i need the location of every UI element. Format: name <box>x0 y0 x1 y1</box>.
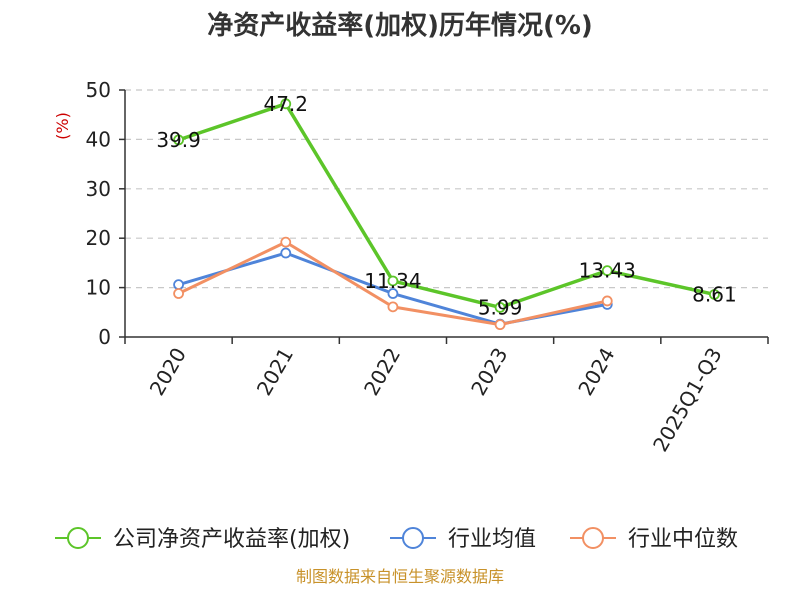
series-lines <box>173 98 720 331</box>
data-point <box>494 302 506 313</box>
series-line <box>178 102 715 310</box>
gridlines <box>125 89 768 289</box>
y-tick-label: 10 <box>86 276 111 300</box>
y-tick-label: 0 <box>98 325 111 349</box>
data-label: 11.34 <box>364 269 421 293</box>
y-tick-label: 20 <box>86 226 111 250</box>
data-point <box>387 275 399 287</box>
data-labels: 39.9 47.2 11.34 5.99 13.43 8.61 <box>156 92 736 320</box>
x-tick-label: 2021 <box>252 344 298 400</box>
data-point <box>280 236 292 248</box>
y-tick-label: 40 <box>86 127 111 151</box>
y-tick-label: 30 <box>86 177 111 201</box>
legend: 公司净资产收益率(加权) 行业均值 行业中位数 <box>55 527 738 552</box>
data-point <box>601 295 613 307</box>
legend-marker <box>582 527 604 549</box>
data-point <box>173 288 184 299</box>
x-tick-label: 2023 <box>466 344 512 400</box>
data-point <box>494 319 506 331</box>
legend-label: 行业中位数 <box>628 527 738 552</box>
legend-marker <box>67 527 89 549</box>
legend-marker <box>402 527 424 549</box>
chart-title: 净资产收益率(加权)历年情况(%) <box>207 10 593 41</box>
x-tick-label: 2020 <box>145 344 191 400</box>
x-tick-label: 2022 <box>359 344 405 400</box>
x-tick-label: 2025Q1-Q3 <box>648 344 727 456</box>
y-tick-label: 50 <box>86 78 111 102</box>
data-label: 13.43 <box>579 259 636 283</box>
data-label: 39.9 <box>156 128 201 152</box>
data-point <box>601 265 613 277</box>
data-label: 47.2 <box>263 92 308 116</box>
source-note: 制图数据来自恒生聚源数据库 <box>296 567 504 586</box>
data-label: 8.61 <box>692 282 737 306</box>
y-axis-unit: (%) <box>53 112 72 140</box>
data-point <box>173 134 184 146</box>
data-point <box>387 288 399 299</box>
data-point <box>173 279 184 291</box>
data-point <box>709 289 720 300</box>
data-point <box>280 98 292 110</box>
legend-label: 行业均值 <box>448 527 536 552</box>
data-point <box>280 247 292 259</box>
data-point <box>387 301 399 313</box>
data-label: 5.99 <box>478 295 523 319</box>
legend-label: 公司净资产收益率(加权) <box>113 527 350 552</box>
x-tick-label: 2024 <box>573 344 619 400</box>
